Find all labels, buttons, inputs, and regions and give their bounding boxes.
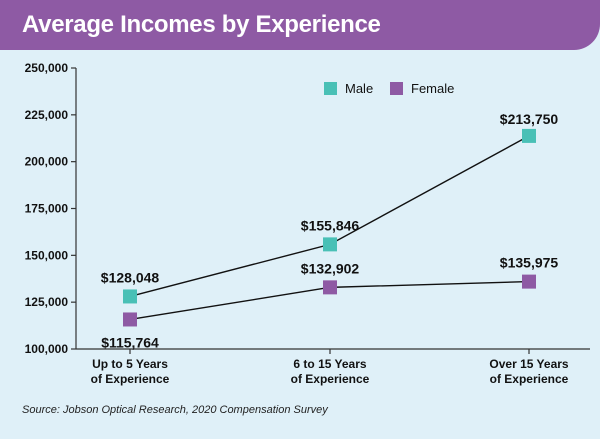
chart-title: Average Incomes by Experience bbox=[22, 11, 381, 38]
legend-label-male: Male bbox=[345, 81, 373, 96]
y-tick-label: 250,000 bbox=[25, 61, 69, 75]
data-point-male bbox=[323, 237, 337, 252]
data-label: $135,975 bbox=[500, 255, 559, 271]
data-label: $213,750 bbox=[500, 111, 559, 127]
data-point-male bbox=[123, 289, 137, 304]
x-tick-label: Up to 5 Years bbox=[92, 357, 168, 371]
y-tick-label: 200,000 bbox=[25, 155, 69, 169]
title-banner: Average Incomes by Experience bbox=[0, 0, 600, 50]
y-tick-label: 225,000 bbox=[25, 108, 69, 122]
data-label: $155,846 bbox=[301, 217, 360, 233]
x-tick-label: 6 to 15 Years bbox=[293, 357, 366, 371]
x-tick-label: of Experience bbox=[490, 372, 569, 386]
data-label: $132,902 bbox=[301, 260, 360, 276]
y-tick-label: 100,000 bbox=[25, 342, 69, 356]
data-point-female bbox=[522, 274, 536, 289]
data-point-male bbox=[522, 128, 536, 143]
x-tick-label: Over 15 Years bbox=[489, 357, 569, 371]
source-note: Source: Jobson Optical Research, 2020 Co… bbox=[22, 404, 328, 416]
data-point-female bbox=[123, 312, 137, 327]
data-point-female bbox=[323, 280, 337, 295]
data-label: $128,048 bbox=[101, 269, 160, 285]
x-tick-label: of Experience bbox=[91, 372, 170, 386]
y-tick-label: 175,000 bbox=[25, 202, 69, 216]
y-tick-label: 125,000 bbox=[25, 295, 69, 309]
x-tick-label: of Experience bbox=[291, 372, 370, 386]
legend-swatch-female bbox=[390, 82, 403, 95]
legend-label-female: Female bbox=[411, 81, 454, 96]
data-label: $115,764 bbox=[101, 334, 159, 350]
y-tick-label: 150,000 bbox=[25, 248, 69, 262]
legend-swatch-male bbox=[324, 82, 337, 95]
